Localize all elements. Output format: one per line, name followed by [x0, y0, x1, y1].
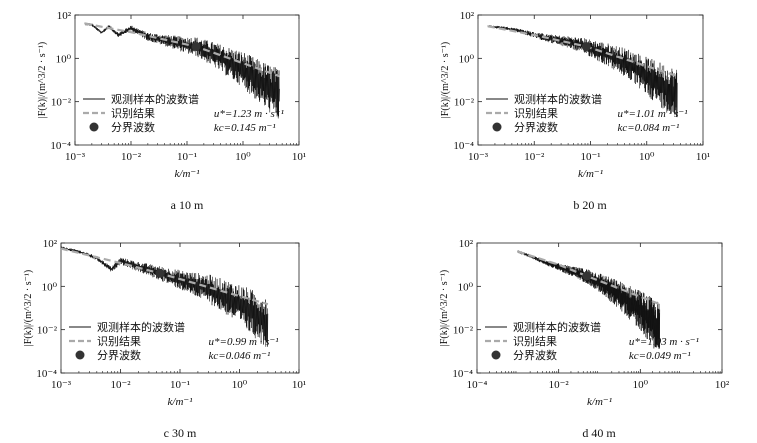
- x-tick-label: 10⁰: [639, 151, 655, 163]
- identified-result-line: [517, 250, 661, 306]
- x-tick-label: 10⁻³: [65, 151, 86, 163]
- y-tick-label: 10⁻²: [51, 97, 72, 109]
- y-tick-label: 10⁻²: [37, 325, 58, 337]
- legend-entry: 识别结果: [514, 107, 558, 120]
- y-axis-label: |F(k)|/(m^3/2 · s⁻¹): [23, 270, 34, 346]
- legend-entry: 观测样本的波数谱: [111, 92, 199, 106]
- chart-panel-1: 10⁻³ 10⁻² 10⁻¹ 10⁰ 10¹ 10² 10⁰ 10⁻² 10⁻⁴ k/m⁻¹ |F(…: [37, 10, 306, 212]
- x-tick-label: 10⁰: [232, 379, 248, 391]
- y-tick-label: 10²: [57, 10, 72, 22]
- x-tick-label: 10⁻¹: [177, 151, 197, 163]
- y-tick-label: 10⁰: [42, 281, 58, 293]
- legend-boundary-swatch: [492, 122, 502, 132]
- y-axis-label: |F(k)|/(m^3/2 · s⁻¹): [439, 270, 450, 346]
- y-tick-label: 10⁻⁴: [452, 368, 473, 380]
- x-tick-label: 10⁰: [235, 151, 251, 163]
- annotation-text: u*=1.03 m · s⁻¹: [629, 336, 699, 348]
- y-tick-label: 10⁰: [56, 53, 72, 65]
- x-axis-label: k/m⁻¹: [168, 396, 193, 408]
- x-tick-label: 10⁻¹: [170, 379, 190, 391]
- chart-panel-4: 10⁻⁴ 10⁻² 10⁰ 10² 10² 10⁰ 10⁻² 10⁻⁴ k/m⁻¹ |F(k)|/…: [439, 238, 730, 440]
- x-tick-label: 10⁻²: [110, 379, 131, 391]
- y-tick-label: 10⁻⁴: [453, 140, 474, 152]
- x-tick-label: 10⁻²: [549, 379, 570, 391]
- annotation-text: u*=1.01 m · s⁻¹: [618, 108, 688, 120]
- y-tick-label: 10⁻²: [454, 97, 475, 109]
- panel-caption: c 30 m: [164, 426, 197, 440]
- y-tick-label: 10⁻²: [453, 325, 474, 337]
- chart-panel-2: 10⁻³ 10⁻² 10⁻¹ 10⁰ 10¹ 10² 10⁰ 10⁻² 10⁻⁴ k/m⁻¹ |F(…: [440, 10, 710, 212]
- annotation-text: kc=0.049 m⁻¹: [629, 350, 691, 362]
- x-tick-label: 10⁻⁴: [467, 379, 488, 391]
- x-axis-label: k/m⁻¹: [175, 168, 200, 180]
- boundary-wavenumber-marker: [191, 42, 201, 52]
- boundary-wavenumber-marker: [155, 268, 165, 278]
- y-tick-label: 10²: [43, 238, 58, 250]
- x-tick-label: 10¹: [696, 151, 710, 163]
- legend-entry: 观测样本的波数谱: [514, 92, 602, 106]
- legend-boundary-swatch: [89, 122, 99, 132]
- legend-entry: 识别结果: [97, 335, 141, 348]
- legend-entry: 识别结果: [513, 335, 557, 348]
- annotation-text: kc=0.084 m⁻¹: [618, 122, 680, 134]
- panel-caption: a 10 m: [171, 198, 204, 212]
- observed-spectrum-line: [60, 246, 269, 347]
- x-tick-label: 10⁻¹: [580, 151, 600, 163]
- identified-result-line: [60, 247, 269, 306]
- x-tick-label: 10⁻³: [468, 151, 489, 163]
- legend-entry: 观测样本的波数谱: [513, 320, 601, 334]
- panel-caption: b 20 m: [573, 198, 607, 212]
- x-tick-label: 10²: [715, 379, 730, 391]
- chart-panel-3: 10⁻³ 10⁻² 10⁻¹ 10⁰ 10¹ 10² 10⁰ 10⁻² 10⁻⁴ k/m⁻¹ |F(…: [23, 238, 306, 440]
- y-axis-label: |F(k)|/(m^3/2 · s⁻¹): [37, 42, 48, 118]
- y-tick-label: 10²: [459, 238, 474, 250]
- legend-entry: 分界波数: [111, 121, 155, 134]
- observed-spectrum-line: [84, 22, 280, 119]
- y-tick-label: 10⁻⁴: [50, 140, 71, 152]
- x-tick-label: 10⁻²: [121, 151, 142, 163]
- x-tick-label: 10⁻²: [524, 151, 545, 163]
- x-axis-label: k/m⁻¹: [587, 396, 612, 408]
- legend-entry: 分界波数: [513, 349, 557, 362]
- annotation-text: u*=0.99 m · s⁻¹: [209, 336, 279, 348]
- legend-entry: 识别结果: [111, 107, 155, 120]
- panel-caption: d 40 m: [582, 426, 616, 440]
- annotation-text: kc=0.145 m⁻¹: [214, 122, 276, 134]
- annotation-text: u*=1.23 m · s⁻¹: [214, 108, 284, 120]
- y-tick-label: 10²: [460, 10, 475, 22]
- y-tick-label: 10⁰: [459, 53, 475, 65]
- x-tick-label: 10⁻³: [51, 379, 72, 391]
- legend-boundary-swatch: [75, 350, 85, 360]
- boundary-wavenumber-marker: [581, 42, 591, 52]
- x-tick-label: 10¹: [292, 379, 306, 391]
- x-tick-label: 10¹: [292, 151, 306, 163]
- legend-entry: 观测样本的波数谱: [97, 320, 185, 334]
- identified-result-line: [487, 25, 678, 78]
- plot-frame: [476, 242, 723, 374]
- y-tick-label: 10⁰: [458, 281, 474, 293]
- identified-result-line: [84, 22, 280, 78]
- y-tick-label: 10⁻⁴: [36, 368, 57, 380]
- legend-entry: 分界波数: [514, 121, 558, 134]
- boundary-wavenumber-marker: [582, 271, 592, 281]
- annotation-text: kc=0.046 m⁻¹: [209, 350, 271, 362]
- x-axis-label: k/m⁻¹: [578, 168, 603, 180]
- y-axis-label: |F(k)|/(m^3/2 · s⁻¹): [440, 42, 451, 118]
- observed-spectrum-line: [487, 25, 678, 118]
- legend-entry: 分界波数: [97, 349, 141, 362]
- legend-boundary-swatch: [491, 350, 501, 360]
- x-tick-label: 10⁰: [633, 379, 649, 391]
